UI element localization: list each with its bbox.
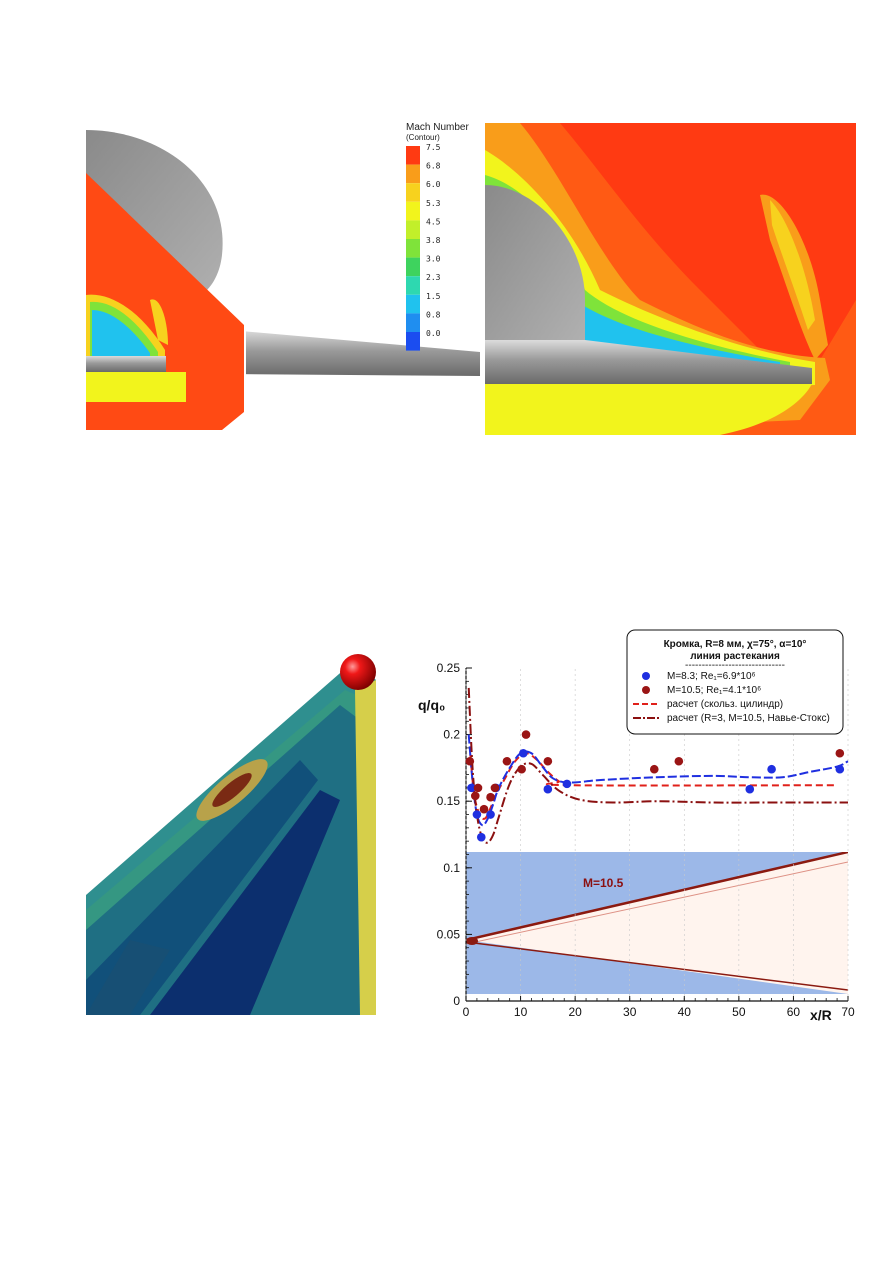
colorbar-swatch <box>406 313 420 332</box>
x-tick-label: 30 <box>623 1005 637 1019</box>
colorbar-swatch <box>406 257 420 277</box>
x-tick-label: 0 <box>463 1005 470 1019</box>
data-point <box>486 792 495 802</box>
mach-colorbar: Mach Number (Contour) 7.5 6.8 6.0 5.3 4.5 3.8… <box>406 122 469 351</box>
colorbar-swatch <box>406 332 420 351</box>
colorbar-level-label: 1.5 <box>426 292 441 301</box>
data-point <box>473 783 483 793</box>
colorbar-swatch <box>406 220 420 239</box>
schlieren-wedge <box>466 852 848 994</box>
heat-flux-chart: M=10.5 0 10 20 30 40 50 60 70 0 0.05 0.1 0.15 0.2 0.2… <box>418 629 855 1023</box>
gray-dome-right <box>485 185 585 340</box>
data-point <box>543 756 553 766</box>
data-point <box>467 783 476 793</box>
colorbar-swatch <box>406 276 420 295</box>
colorbar-level-label: 5.3 <box>426 199 441 208</box>
x-tick-label: 60 <box>787 1005 801 1019</box>
data-point <box>767 764 776 774</box>
annotation-mach: M=10.5 <box>583 876 624 890</box>
data-point <box>479 804 489 814</box>
colorbar-level-label: 3.8 <box>426 236 441 245</box>
chart-legend: Кромка, R=8 мм, χ=75°, α=10° линия расте… <box>626 629 844 735</box>
x-axis-label: x/R <box>810 1007 832 1023</box>
leading-edge-sphere <box>340 654 376 690</box>
x-tick-label: 20 <box>568 1005 582 1019</box>
legend-entry-label: расчет (R=3, M=10.5, Навье-Стокс) <box>667 713 830 724</box>
y-tick-label: 0.05 <box>437 927 461 941</box>
colorbar-swatch <box>406 183 420 202</box>
x-tick-label: 10 <box>514 1005 528 1019</box>
data-point <box>674 756 684 766</box>
data-point <box>835 764 845 774</box>
colorbar-subtitle: (Contour) <box>406 133 440 142</box>
data-point <box>486 810 495 819</box>
data-point <box>649 764 659 774</box>
legend-marker <box>642 686 650 694</box>
data-point <box>521 730 531 739</box>
left-flow-panel <box>86 130 246 430</box>
y-tick-label: 0.2 <box>443 728 460 742</box>
data-point <box>472 810 482 819</box>
data-point <box>745 784 755 794</box>
legend-marker <box>642 672 650 680</box>
data-point <box>490 783 500 793</box>
y-tick-label: 0.15 <box>437 794 461 808</box>
legend-entry-label: M=10.5; Re₁=4.1*10⁶ <box>667 685 761 696</box>
y-tick-label: 0.25 <box>437 661 461 675</box>
data-point <box>543 784 553 794</box>
mach-number-contour-figure: Mach Number (Contour) 7.5 6.8 6.0 5.3 4.5 3.8… <box>86 122 856 435</box>
data-point <box>476 832 486 842</box>
colorbar-level-label: 6.8 <box>426 162 441 171</box>
y-tick-label: 0.1 <box>443 861 460 875</box>
colorbar-swatch <box>406 146 420 165</box>
data-point <box>470 791 480 801</box>
x-tick-label: 70 <box>841 1005 855 1019</box>
colorbar-level-label: 7.5 <box>426 143 441 152</box>
data-point <box>517 764 526 774</box>
x-tick-label: 40 <box>678 1005 692 1019</box>
colorbar-level-label: 2.3 <box>426 273 441 282</box>
x-tick-label: 50 <box>732 1005 746 1019</box>
colorbar-swatch <box>406 294 420 314</box>
legend-title-line1: Кромка, R=8 мм, χ=75°, α=10° <box>664 639 807 650</box>
legend-entry-label: расчет (скольз. цилиндр) <box>667 699 783 710</box>
colorbar-swatch <box>406 239 420 258</box>
y-tick-label: 0 <box>453 994 460 1008</box>
legend-separator: ------------------------------ <box>685 660 785 671</box>
calc-curve <box>469 752 838 820</box>
legend-title-line2: линия растекания <box>690 651 780 662</box>
colorbar-level-label: 6.0 <box>426 180 441 189</box>
calc-curve <box>467 734 849 827</box>
colorbar-level-label: 3.0 <box>426 255 441 264</box>
colorbar-title: Mach Number <box>406 122 469 133</box>
colorbar-swatch <box>406 201 420 221</box>
data-point <box>835 748 845 758</box>
data-point <box>562 779 572 789</box>
blade-body <box>230 330 480 376</box>
heat-flux-contour-figure <box>86 650 376 1015</box>
legend-entry-label: M=8.3; Re₁=6.9*10⁶ <box>667 671 756 682</box>
right-flow-panel <box>485 123 856 435</box>
colorbar-level-label: 4.5 <box>426 217 441 226</box>
colorbar-level-label: 0.0 <box>426 329 441 338</box>
colorbar-level-label: 0.8 <box>426 310 441 319</box>
data-point <box>519 748 528 758</box>
data-point <box>465 756 475 766</box>
data-point <box>502 756 512 766</box>
colorbar-swatch <box>406 164 420 184</box>
y-axis-label: q/q₀ <box>418 697 445 713</box>
